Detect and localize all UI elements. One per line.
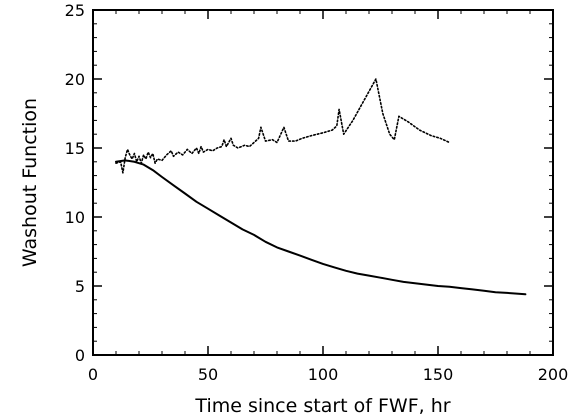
major-ticks [92,9,554,356]
y-tick-label: 5 [75,277,85,296]
x-tick-label: 0 [88,365,98,384]
series-layer [115,78,527,296]
y-tick-label: 25 [65,1,85,20]
tick-labels: 0 50 100 150 200 0 5 10 15 20 25 [65,1,569,384]
x-tick-label: 100 [308,365,339,384]
y-axis-title: Washout Function [19,98,41,267]
y-tick-label: 0 [75,346,85,365]
minor-ticks [92,9,554,356]
series-line-solid [115,159,527,296]
y-tick-label: 15 [65,139,85,158]
x-tick-label: 150 [423,365,454,384]
x-tick-label: 50 [198,365,218,384]
series-line-dotted [115,78,451,174]
y-tick-label: 20 [65,70,85,89]
plot-frame [92,9,554,356]
x-axis-title: Time since start of FWF, hr [194,395,450,417]
y-tick-label: 10 [65,208,85,227]
x-tick-label: 200 [538,365,569,384]
